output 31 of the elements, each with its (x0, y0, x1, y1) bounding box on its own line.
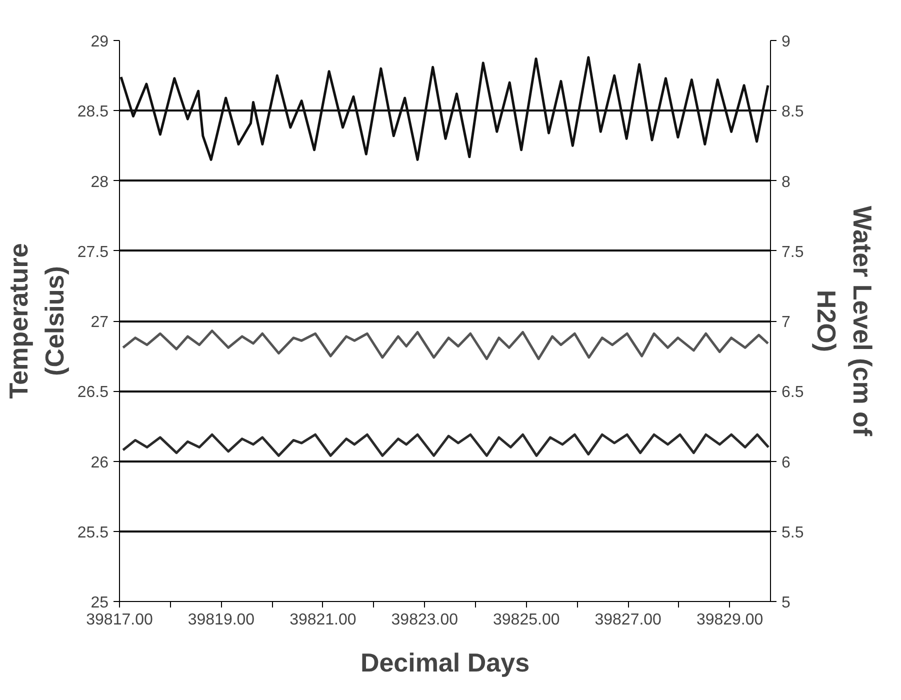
y-tick-label: 28 (90, 174, 109, 191)
x-tick-label: 39823.00 (391, 612, 458, 628)
y-tick-label: 28.5 (77, 104, 109, 121)
y-tick-label: 27.5 (77, 244, 109, 261)
line-series (122, 330, 770, 360)
y2-tick-label: 9 (782, 34, 790, 50)
line-series (122, 433, 770, 457)
y2-tick-label: 6 (782, 454, 790, 472)
y2-axis-title: Water Level (cm of H2O) (812, 206, 878, 436)
x-tick-label: 39817.00 (86, 612, 153, 628)
x-tick-label: 39829.00 (696, 612, 764, 628)
y-tick-label: 26 (90, 454, 109, 472)
y2-tick-label: 7 (782, 314, 790, 331)
line-series (120, 56, 770, 161)
y2-tick-label: 8 (782, 174, 790, 191)
y2-tick-label: 7.5 (782, 244, 804, 261)
y-tick-label: 29 (90, 34, 109, 50)
y-tick-label: 26.5 (77, 384, 109, 402)
y-tick-label: 27 (90, 314, 109, 331)
x-axis-title: Decimal Days (360, 648, 530, 678)
x-tick-label: 39821.00 (290, 612, 356, 628)
y-tick-label: 25 (90, 594, 109, 612)
y2-tick-label: 8.5 (782, 104, 804, 121)
x-tick-label: 39819.00 (188, 612, 255, 628)
y-axis-title: Temperature (Celsius) (3, 243, 70, 399)
x-tick-label: 39825.00 (493, 612, 560, 628)
y2-tick-label: 5 (782, 594, 790, 612)
y2-tick-label: 5.5 (782, 524, 804, 542)
y-tick-label: 25.5 (77, 524, 109, 542)
x-tick-label: 39827.00 (594, 612, 662, 628)
y2-tick-label: 6.5 (782, 384, 804, 402)
